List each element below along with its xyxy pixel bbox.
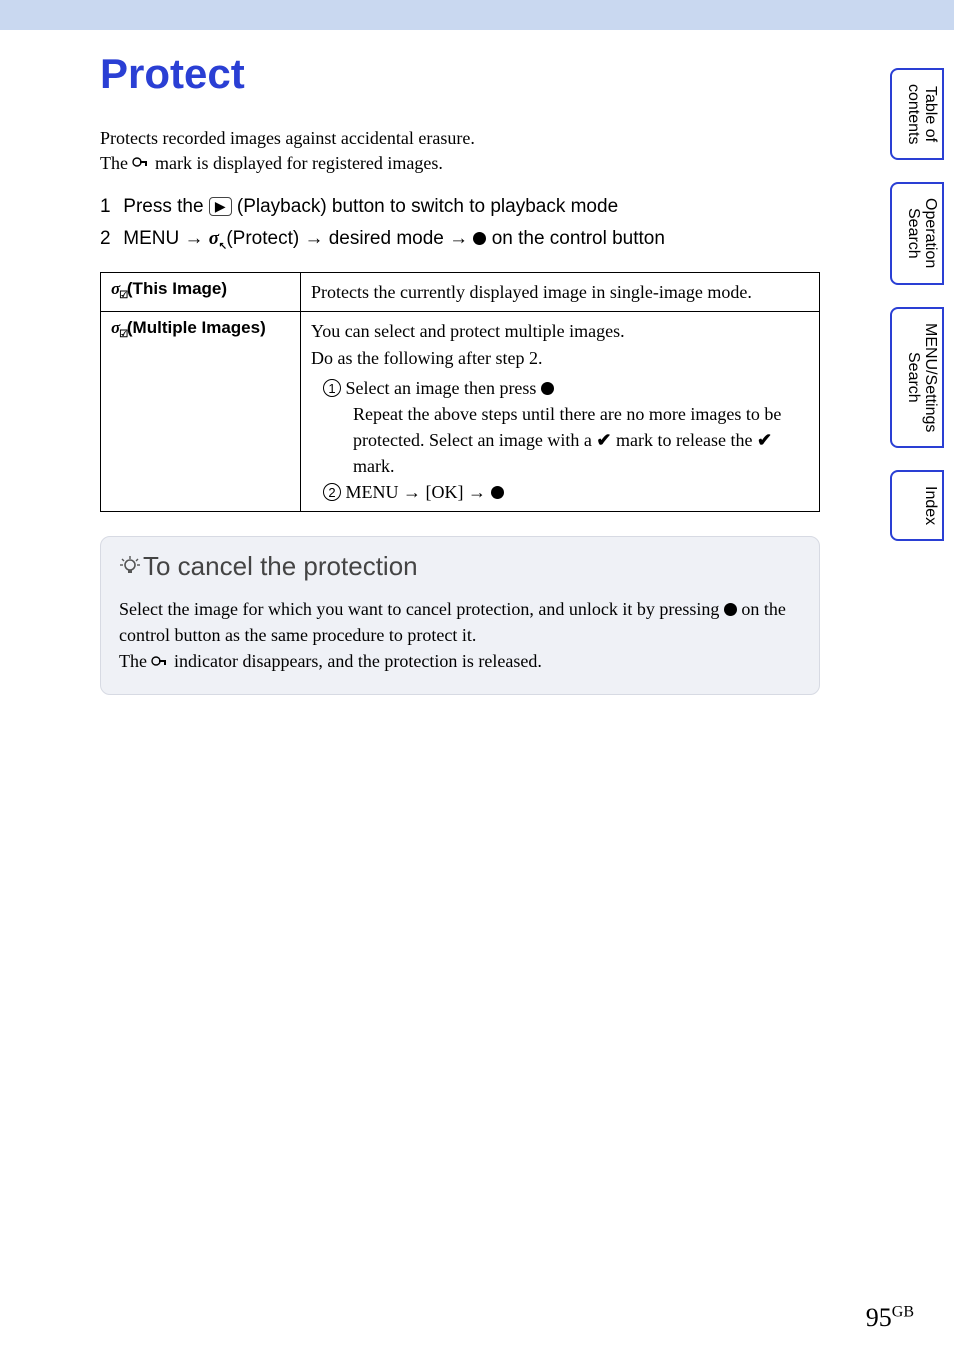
steps: 1 Press the ▶ (Playback) button to switc… <box>100 196 800 250</box>
region-code: GB <box>892 1303 914 1320</box>
tab-menu-settings-search[interactable]: MENU/Settings Search <box>890 307 944 448</box>
arrow-icon: → <box>468 482 486 502</box>
substep-2: 2 MENU → [OK] → <box>323 479 809 505</box>
step2-t1: MENU <box>123 228 184 249</box>
circled-2-icon: 2 <box>323 483 341 501</box>
tip-bulb-icon <box>119 553 141 584</box>
table-row: σ☑ (Multiple Images) You can select and … <box>101 312 820 512</box>
tab-index[interactable]: Index <box>890 470 944 541</box>
page-content: Protect Protects recorded images against… <box>0 30 840 695</box>
substep2-b: [OK] <box>426 482 469 502</box>
step2-dot <box>473 228 486 249</box>
opt2-desc: You can select and protect multiple imag… <box>301 312 820 512</box>
playback-icon: ▶ <box>209 197 232 216</box>
intro-line1: Protects recorded images against acciden… <box>100 126 800 151</box>
substep2-dot <box>491 482 504 502</box>
page-title: Protect <box>100 50 800 98</box>
page-footer: 95GB <box>866 1303 914 1333</box>
protect-icon: σ↖ <box>209 228 221 250</box>
tab-toc[interactable]: Table of contents <box>890 68 944 160</box>
arrow-icon: → <box>449 228 468 249</box>
tip-c-prefix: The <box>119 651 151 671</box>
intro-line2: The mark is displayed for registered ima… <box>100 151 800 176</box>
tip-c-suffix: indicator disappears, and the protection… <box>174 651 542 671</box>
check-icon: ✔ <box>596 430 611 450</box>
opt1-desc: Protects the currently displayed image i… <box>301 273 820 312</box>
substep1-b: mark to release the <box>616 430 757 450</box>
center-button-icon <box>473 232 486 245</box>
arrow-icon: → <box>403 482 421 502</box>
arrow-icon: → <box>304 228 323 249</box>
center-button-icon <box>724 603 737 616</box>
opt1-label-cell: σ☑ (This Image) <box>101 273 301 312</box>
tip-body: Select the image for which you want to c… <box>119 596 801 674</box>
tip-title-text: To cancel the protection <box>143 551 418 581</box>
circled-1-icon: 1 <box>323 379 341 397</box>
substep-1: 1 Select an image then press Repeat the … <box>323 375 809 479</box>
substep1-lead: Select an image then press <box>346 378 541 398</box>
tip-title: To cancel the protection <box>119 551 801 584</box>
check-icon: ✔ <box>757 430 772 450</box>
step2-t2: (Protect) <box>226 228 304 249</box>
page-number: 95 <box>866 1303 892 1332</box>
substep2-a: MENU <box>346 482 404 502</box>
intro-text: Protects recorded images against acciden… <box>100 126 800 176</box>
substep1-c: mark. <box>353 456 394 476</box>
opt1-label: (This Image) <box>122 279 227 298</box>
protect-mark-icon <box>151 653 169 673</box>
step1-num: 1 <box>100 196 118 218</box>
step-1: 1 Press the ▶ (Playback) button to switc… <box>100 196 800 218</box>
opt2-substeps: 1 Select an image then press Repeat the … <box>311 375 809 505</box>
tip-a: Select the image for which you want to c… <box>119 599 724 619</box>
opt2-line1: You can select and protect multiple imag… <box>311 318 809 344</box>
step1-after: (Playback) button to switch to playback … <box>237 196 618 217</box>
step2-t4: on the control button <box>492 228 665 249</box>
step1-before: Press the <box>123 196 209 217</box>
intro-line2-suffix: mark is displayed for registered images. <box>155 153 443 173</box>
table-row: σ☑ (This Image) Protects the currently d… <box>101 273 820 312</box>
tip-box: To cancel the protection Select the imag… <box>100 536 820 695</box>
top-bar <box>0 0 954 30</box>
arrow-icon: → <box>185 228 204 249</box>
substep1-body: Repeat the above steps until there are n… <box>323 401 809 479</box>
step2-num: 2 <box>100 228 118 250</box>
opt2-line2: Do as the following after step 2. <box>311 345 809 371</box>
side-tabs: Table of contents Operation Search MENU/… <box>890 68 944 541</box>
step-2: 2 MENU → σ↖ (Protect) → desired mode → o… <box>100 228 800 250</box>
center-button-icon <box>541 382 554 395</box>
opt2-label-cell: σ☑ (Multiple Images) <box>101 312 301 512</box>
protect-mark-icon <box>132 155 150 175</box>
opt2-label: (Multiple Images) <box>122 318 266 337</box>
center-button-icon <box>491 486 504 499</box>
step2-t3: desired mode <box>329 228 449 249</box>
options-table: σ☑ (This Image) Protects the currently d… <box>100 272 820 512</box>
tab-operation-search[interactable]: Operation Search <box>890 182 944 284</box>
protect-this-image-icon: σ☑ <box>111 279 122 299</box>
intro-line2-prefix: The <box>100 153 132 173</box>
protect-multiple-icon: σ☑ <box>111 318 122 338</box>
